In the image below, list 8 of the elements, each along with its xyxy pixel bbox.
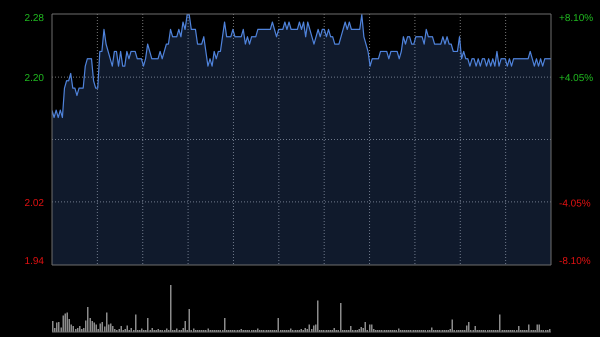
y2-tick-label: +8.10% [559,13,594,24]
y-tick-label: 1.94 [24,256,44,267]
y2-tick-label: -4.05% [559,198,591,210]
y2-tick-label: +4.05% [559,72,594,84]
y-tick-label: 2.02 [24,198,44,209]
y-tick-label: 2.28 [24,13,44,24]
y-tick-label: 2.20 [24,73,44,84]
y2-tick-label: -8.10% [559,256,591,267]
